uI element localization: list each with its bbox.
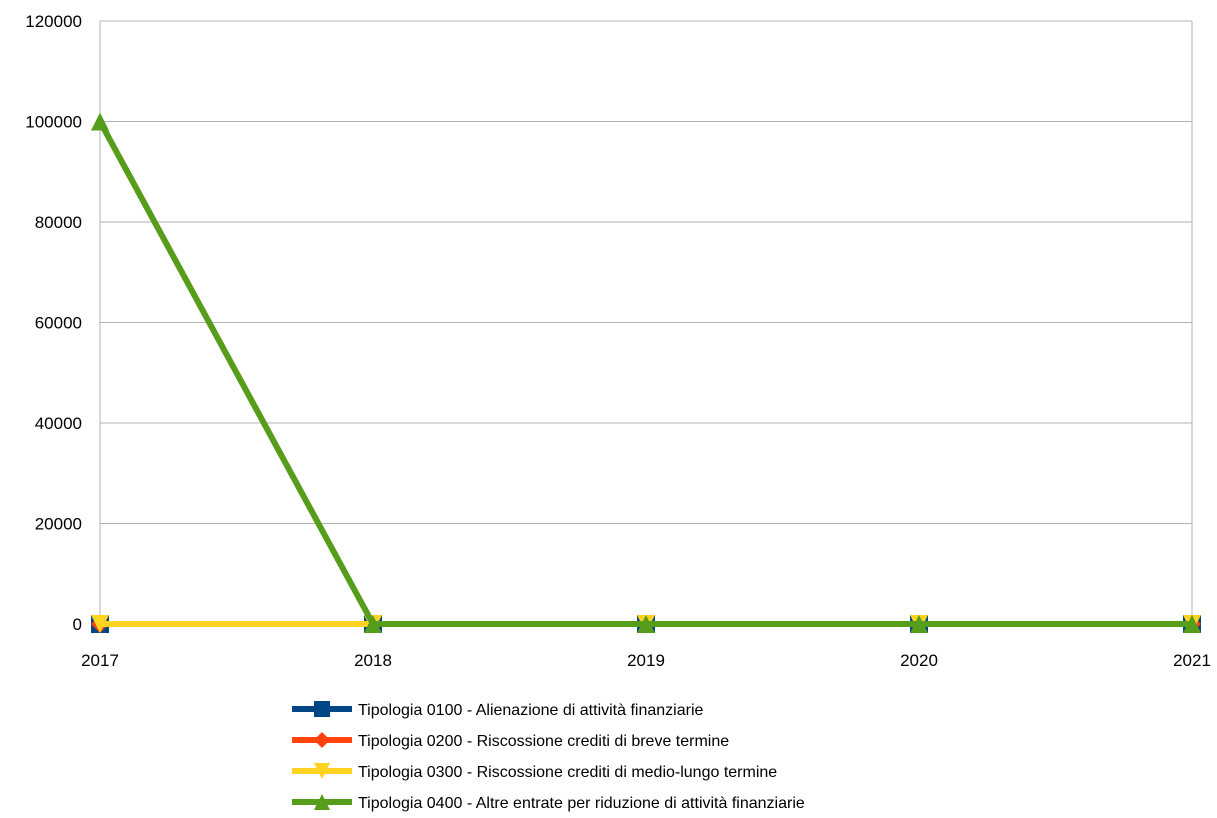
legend-entry: Tipologia 0300 - Riscossione crediti di … xyxy=(292,763,777,781)
x-tick-label: 2019 xyxy=(627,651,665,670)
y-tick-label: 0 xyxy=(73,615,82,634)
x-tick-label: 2021 xyxy=(1173,651,1211,670)
legend-marker xyxy=(314,701,330,717)
x-tick-label: 2017 xyxy=(81,651,119,670)
legend-entry: Tipologia 0400 - Altre entrate per riduz… xyxy=(292,794,805,812)
legend-label: Tipologia 0400 - Altre entrate per riduz… xyxy=(358,795,805,812)
y-tick-label: 60000 xyxy=(35,314,82,333)
legend-entry: Tipologia 0100 - Alienazione di attività… xyxy=(292,701,704,719)
legend-marker xyxy=(314,794,330,810)
data-point-marker xyxy=(637,615,655,633)
series-layer xyxy=(91,112,1201,633)
data-point-marker xyxy=(364,615,382,633)
x-tick-label: 2018 xyxy=(354,651,392,670)
legend-marker xyxy=(314,763,330,779)
data-point-marker xyxy=(1183,615,1201,633)
y-tick-label: 20000 xyxy=(35,515,82,534)
legend-marker xyxy=(314,732,330,748)
grid-layer xyxy=(100,20,1193,625)
series-line xyxy=(97,120,1192,627)
y-tick-label: 120000 xyxy=(25,12,82,31)
y-tick-label: 40000 xyxy=(35,414,82,433)
legend-entry: Tipologia 0200 - Riscossione crediti di … xyxy=(292,732,729,750)
y-tick-label: 80000 xyxy=(35,213,82,232)
legend: Tipologia 0100 - Alienazione di attività… xyxy=(292,701,805,812)
data-point-marker xyxy=(91,112,109,131)
axis-layer: 0 20000 40000 60000 80000 100000 120000 2017 201… xyxy=(25,12,1211,670)
data-point-marker xyxy=(91,615,109,633)
legend-label: Tipologia 0100 - Alienazione di attività… xyxy=(358,702,704,719)
y-tick-label: 100000 xyxy=(25,113,82,132)
legend-label: Tipologia 0200 - Riscossione crediti di … xyxy=(358,733,729,750)
data-point-marker xyxy=(910,615,928,633)
x-tick-label: 2020 xyxy=(900,651,938,670)
legend-label: Tipologia 0300 - Riscossione crediti di … xyxy=(358,764,777,781)
series-4 xyxy=(91,112,1201,633)
